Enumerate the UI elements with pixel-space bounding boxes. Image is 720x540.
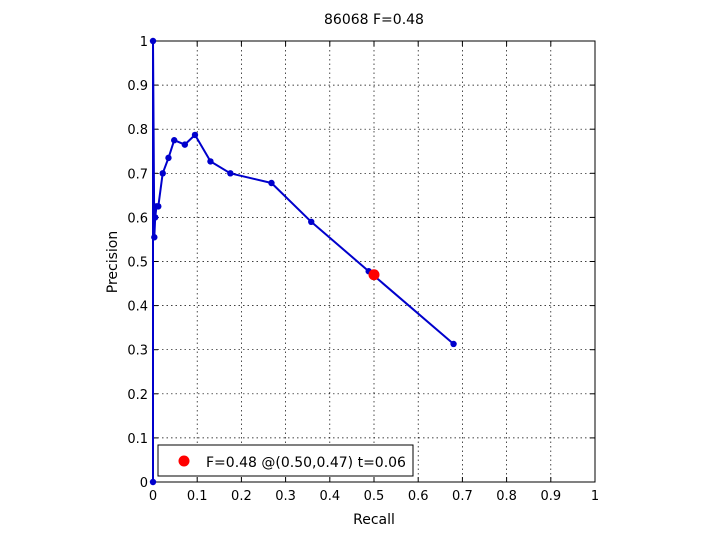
legend-marker xyxy=(178,455,190,467)
best-f-point xyxy=(368,269,380,281)
y-tick-label: 0.4 xyxy=(127,300,148,315)
axis-ticks: 0 0.1 0.2 0.3 0.4 0.5 0.6 0.7 0.8 0.9 1 0 0.1 0.2 0.3 0… xyxy=(127,35,599,504)
y-tick-label: 0.6 xyxy=(127,211,148,226)
data-point xyxy=(308,218,315,226)
y-axis-label: Precision xyxy=(105,231,121,293)
x-tick-label: 0.4 xyxy=(319,489,340,504)
x-tick-label: 0.9 xyxy=(540,489,561,504)
x-tick-label: 0.6 xyxy=(408,489,429,504)
x-tick-label: 0.1 xyxy=(187,489,208,504)
y-tick-label: 1 xyxy=(140,35,148,50)
y-tick-label: 0.2 xyxy=(127,388,148,403)
data-point xyxy=(207,158,214,165)
data-point xyxy=(159,170,166,177)
y-tick-label: 0.1 xyxy=(127,432,148,447)
x-tick-label: 0.5 xyxy=(364,489,385,504)
y-tick-label: 0.8 xyxy=(127,123,148,138)
y-tick-label: 0.7 xyxy=(127,167,148,182)
data-point xyxy=(149,37,157,45)
data-point xyxy=(191,131,199,139)
data-point xyxy=(227,170,234,177)
x-tick-label: 0.2 xyxy=(231,489,252,504)
x-tick-label: 0.8 xyxy=(496,489,517,504)
chart-title: 86068 F=0.48 xyxy=(324,12,424,28)
data-point xyxy=(268,179,275,187)
data-point xyxy=(171,137,178,144)
legend-box xyxy=(157,444,414,477)
data-point xyxy=(155,203,162,210)
x-tick-label: 0.3 xyxy=(275,489,296,504)
data-point xyxy=(165,154,172,162)
series-layer xyxy=(149,37,457,486)
y-tick-label: 0.9 xyxy=(127,79,148,94)
y-tick-label: 0.5 xyxy=(127,256,148,271)
legend: F=0.48 @(0.50,0.47) t=0.06 xyxy=(157,444,414,477)
x-axis-label: Recall xyxy=(353,512,395,528)
y-tick-label: 0 xyxy=(140,476,148,491)
x-tick-label: 1 xyxy=(591,489,599,504)
grid-lines xyxy=(153,41,595,482)
x-tick-label: 0.7 xyxy=(452,489,473,504)
data-point xyxy=(151,234,158,241)
y-tick-label: 0.3 xyxy=(127,344,148,359)
legend-entry: F=0.48 @(0.50,0.47) t=0.06 xyxy=(206,455,406,471)
data-point xyxy=(149,478,157,486)
data-point xyxy=(181,141,189,148)
x-tick-label: 0 xyxy=(149,489,157,504)
data-point xyxy=(152,214,159,221)
data-point xyxy=(450,340,457,348)
